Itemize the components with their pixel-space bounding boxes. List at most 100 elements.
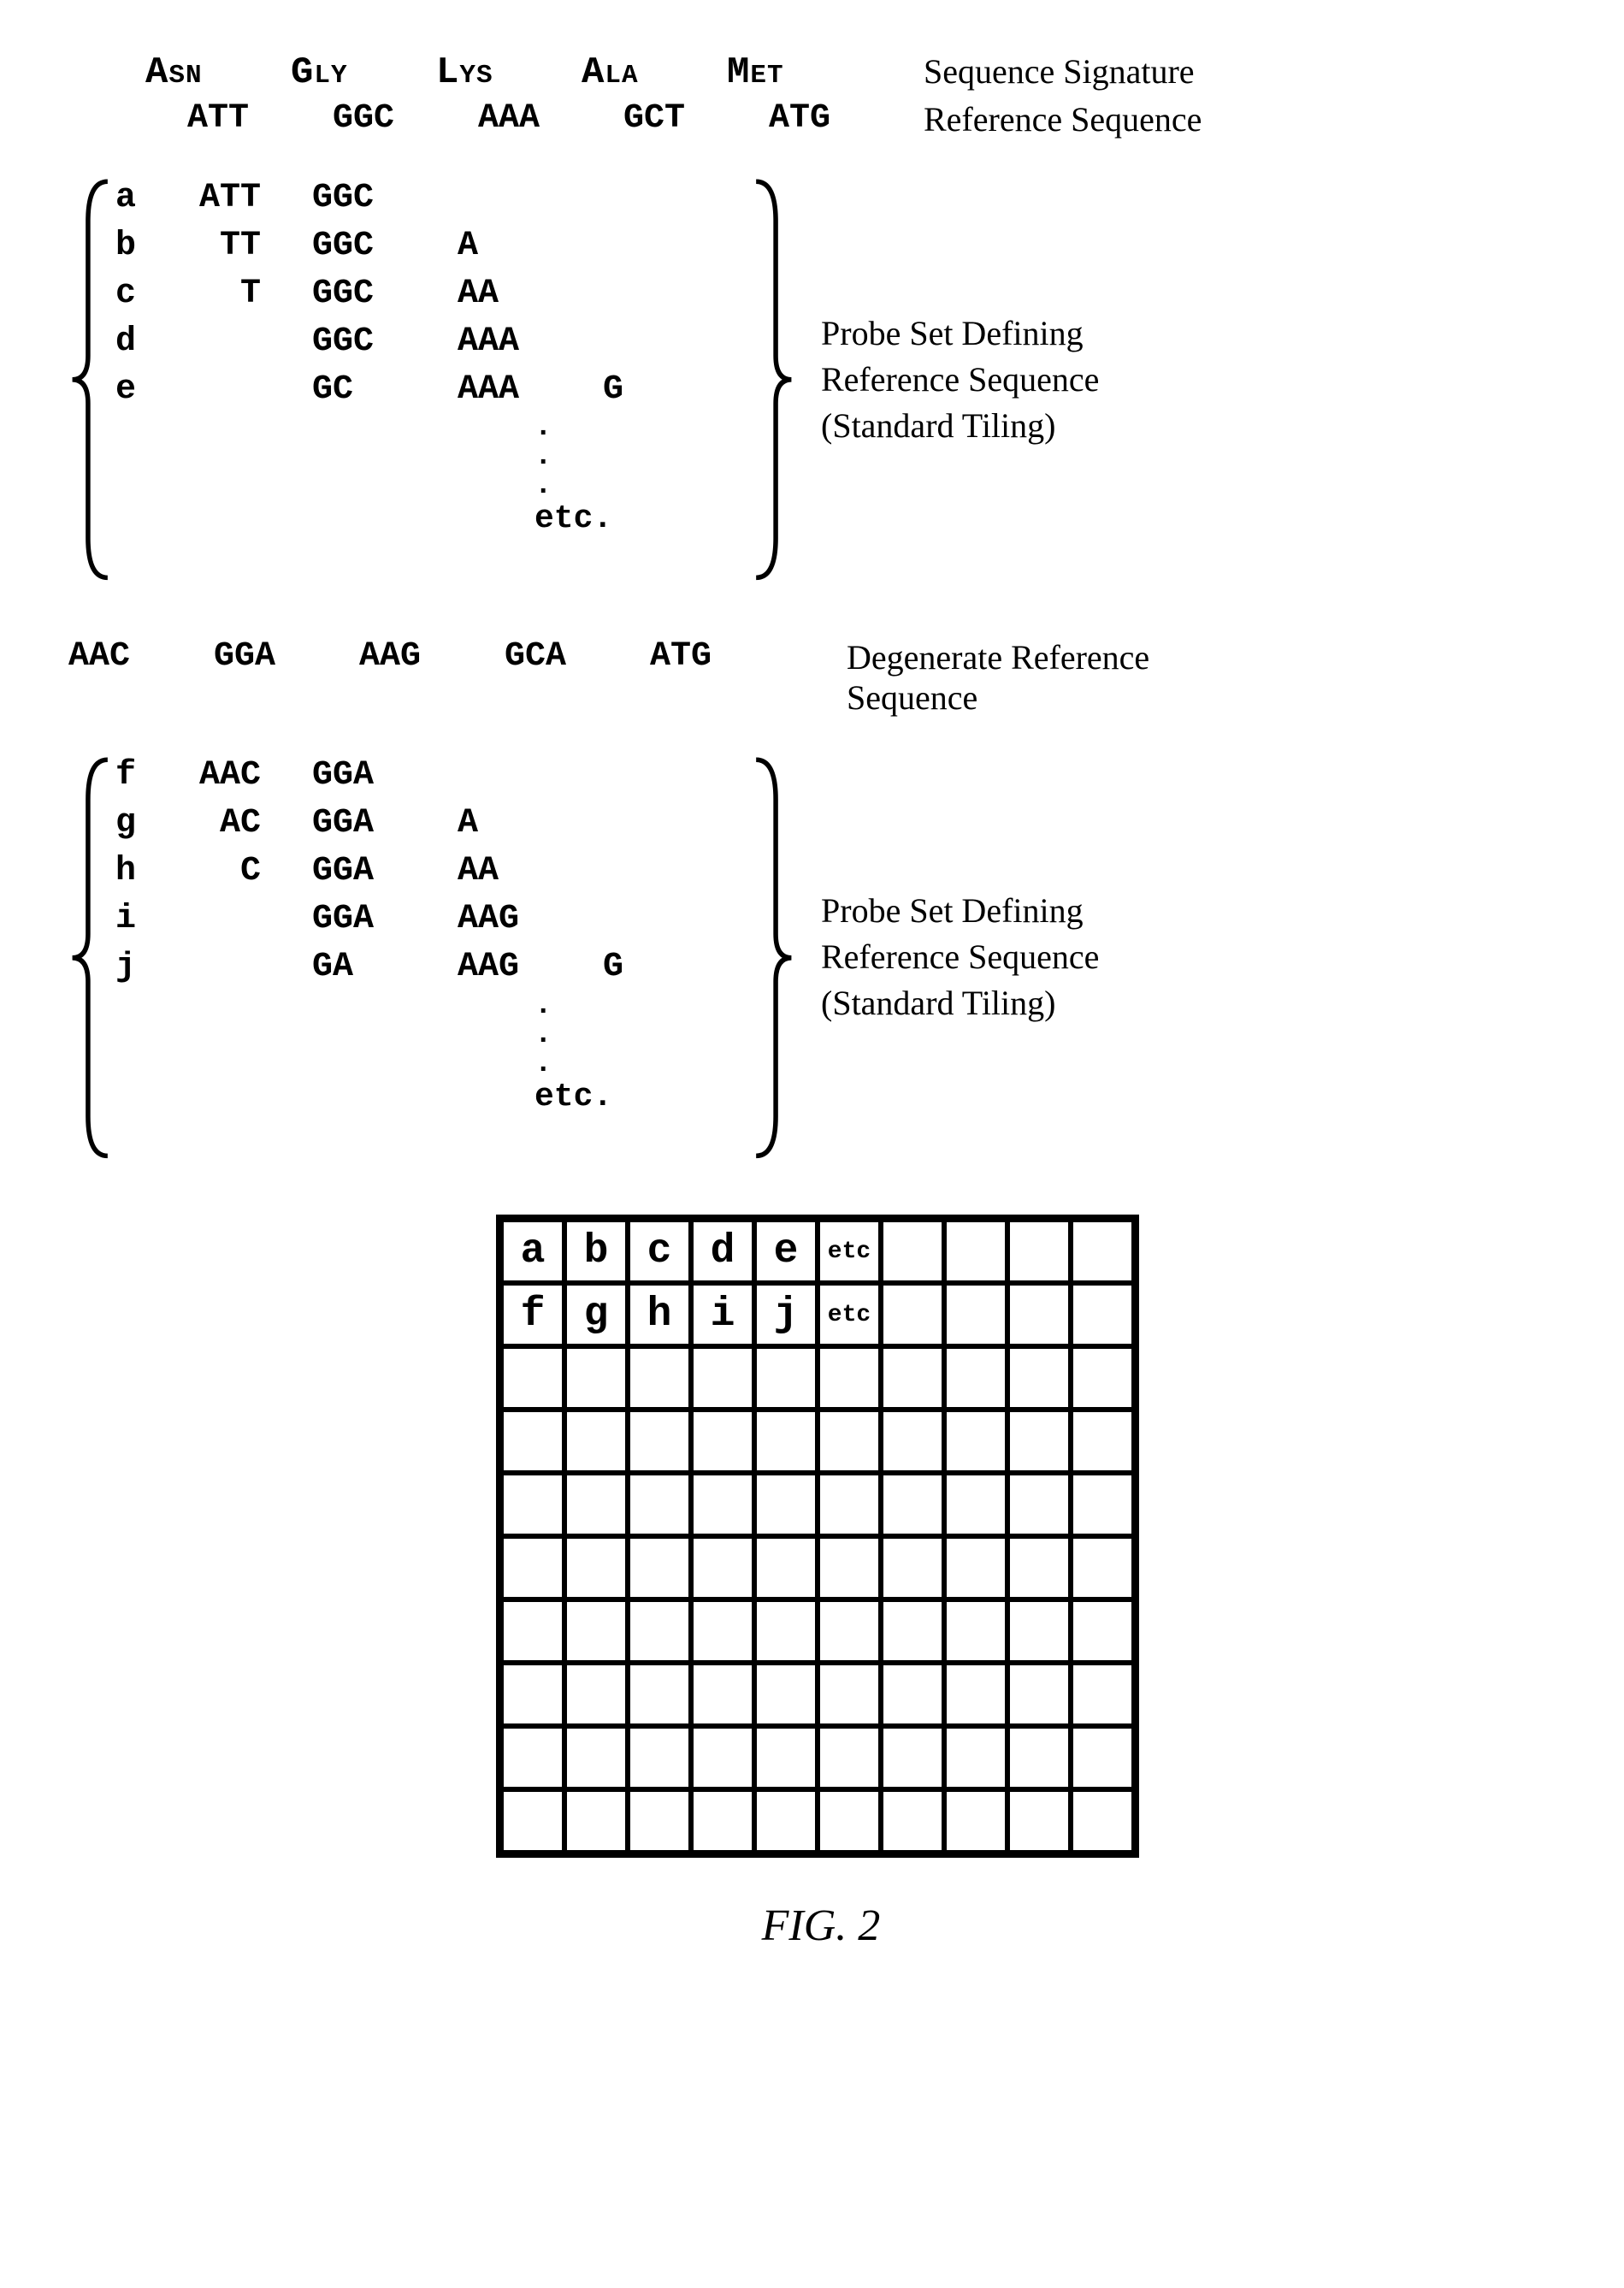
probe-fragment: A	[458, 804, 603, 842]
probe-fragment: T	[167, 275, 312, 313]
grid-cell	[501, 1536, 564, 1599]
grid-cell	[628, 1410, 691, 1473]
degenerate-header-row: AAC GGA AAG GCA ATG Degenerate Reference…	[68, 637, 1522, 718]
grid-cell	[1071, 1536, 1134, 1599]
amino-col-2: Lys	[436, 51, 582, 94]
grid-cell	[564, 1346, 628, 1410]
reference-codon-row: ATT GGC AAA GCT ATG Reference Sequence	[68, 99, 1522, 139]
grid-cell	[564, 1789, 628, 1853]
grid-cell	[754, 1599, 818, 1663]
left-brace-icon	[68, 174, 115, 586]
grid-cell	[818, 1789, 881, 1853]
sequence-signature-label: Sequence Signature	[924, 51, 1195, 94]
reference-sequence-label: Reference Sequence	[924, 99, 1202, 139]
caption-line: Probe Set Defining	[821, 310, 1231, 357]
probe-row-label: d	[115, 322, 167, 361]
probe-row-label: j	[115, 948, 167, 986]
grid-cell	[818, 1536, 881, 1599]
amino-col-3: Ala	[582, 51, 727, 94]
grid-cell: e	[754, 1220, 818, 1283]
grid-cell	[628, 1599, 691, 1663]
probe-row: eGCAAAG	[115, 365, 748, 413]
grid-cell	[1071, 1726, 1134, 1789]
probe-array-grid-wrap: abcdeetcfghijetc	[496, 1215, 1146, 1858]
left-brace-icon	[68, 752, 115, 1164]
probe-array-grid: abcdeetcfghijetc	[496, 1215, 1139, 1858]
probe-row-label: h	[115, 852, 167, 890]
probe-fragment: AAG	[458, 948, 603, 986]
probe-fragment: AAA	[458, 322, 603, 361]
grid-cell	[818, 1473, 881, 1536]
probe-fragment: AC	[167, 804, 312, 842]
ref-codon-0: ATT	[145, 99, 291, 139]
ellipsis-dots: ...	[509, 991, 748, 1079]
probe-row: hCGGAAA	[115, 848, 748, 896]
grid-cell	[818, 1410, 881, 1473]
probe-fragment: GC	[312, 370, 458, 409]
grid-cell	[754, 1410, 818, 1473]
caption-line: Reference Sequence	[821, 934, 1231, 980]
grid-cell	[1071, 1283, 1134, 1346]
grid-cell	[691, 1473, 754, 1536]
grid-cell	[754, 1789, 818, 1853]
grid-cell	[501, 1599, 564, 1663]
grid-cell: d	[691, 1220, 754, 1283]
probe-row: gACGGAA	[115, 800, 748, 848]
dot-icon: .	[534, 1020, 748, 1049]
grid-cell: b	[564, 1220, 628, 1283]
grid-cell	[1071, 1410, 1134, 1473]
grid-cell	[564, 1726, 628, 1789]
dot-icon: .	[534, 1049, 748, 1079]
grid-cell	[628, 1536, 691, 1599]
grid-cell	[691, 1726, 754, 1789]
grid-cell	[881, 1726, 944, 1789]
grid-cell	[944, 1599, 1007, 1663]
grid-cell	[501, 1346, 564, 1410]
probe-row: aATTGGC	[115, 174, 748, 222]
grid-cell	[881, 1473, 944, 1536]
probe-fragment: ATT	[167, 179, 312, 217]
caption-line: (Standard Tiling)	[821, 403, 1231, 449]
grid-cell	[1071, 1346, 1134, 1410]
probe-fragment: GGA	[312, 900, 458, 938]
degen-codon-2: AAG	[359, 637, 505, 718]
grid-cell	[691, 1663, 754, 1726]
caption-line: Reference Sequence	[821, 357, 1231, 403]
probe-set-1-rows: aATTGGCbTTGGCAcTGGCAAdGGCAAAeGCAAAG...et…	[115, 174, 748, 586]
probe-row: cTGGCAA	[115, 269, 748, 317]
grid-cell	[564, 1410, 628, 1473]
grid-cell	[944, 1473, 1007, 1536]
probe-row: fAACGGA	[115, 752, 748, 800]
probe-row: dGGCAAA	[115, 317, 748, 365]
probe-row-label: e	[115, 370, 167, 409]
grid-cell	[628, 1726, 691, 1789]
probe-row-label: g	[115, 804, 167, 842]
grid-cell	[944, 1220, 1007, 1283]
degen-codon-3: GCA	[505, 637, 650, 718]
ellipsis-dots: ...	[509, 413, 748, 500]
grid-cell	[944, 1283, 1007, 1346]
probe-row-label: a	[115, 179, 167, 217]
grid-cell	[881, 1789, 944, 1853]
probe-set-2: fAACGGAgACGGAAhCGGAAAiGGAAAGjGAAAGG...et…	[68, 752, 1522, 1164]
grid-cell	[1071, 1599, 1134, 1663]
probe-fragment: GGC	[312, 275, 458, 313]
figure-number-label: FIG. 2	[496, 1901, 1146, 1951]
probe-fragment: G	[603, 948, 748, 986]
right-brace-icon	[748, 752, 795, 1164]
probe-fragment: AAC	[167, 756, 312, 795]
grid-cell	[628, 1789, 691, 1853]
caption-line: (Standard Tiling)	[821, 980, 1231, 1026]
grid-cell	[754, 1346, 818, 1410]
probe-row-label: c	[115, 275, 167, 313]
probe-fragment: AAA	[458, 370, 603, 409]
grid-cell	[818, 1663, 881, 1726]
right-brace-icon	[748, 174, 795, 586]
grid-cell: etc	[818, 1220, 881, 1283]
grid-cell	[944, 1726, 1007, 1789]
grid-cell	[691, 1599, 754, 1663]
grid-cell	[754, 1663, 818, 1726]
dot-icon: .	[534, 991, 748, 1020]
amino-col-1: Gly	[291, 51, 436, 94]
dot-icon: .	[534, 413, 748, 442]
